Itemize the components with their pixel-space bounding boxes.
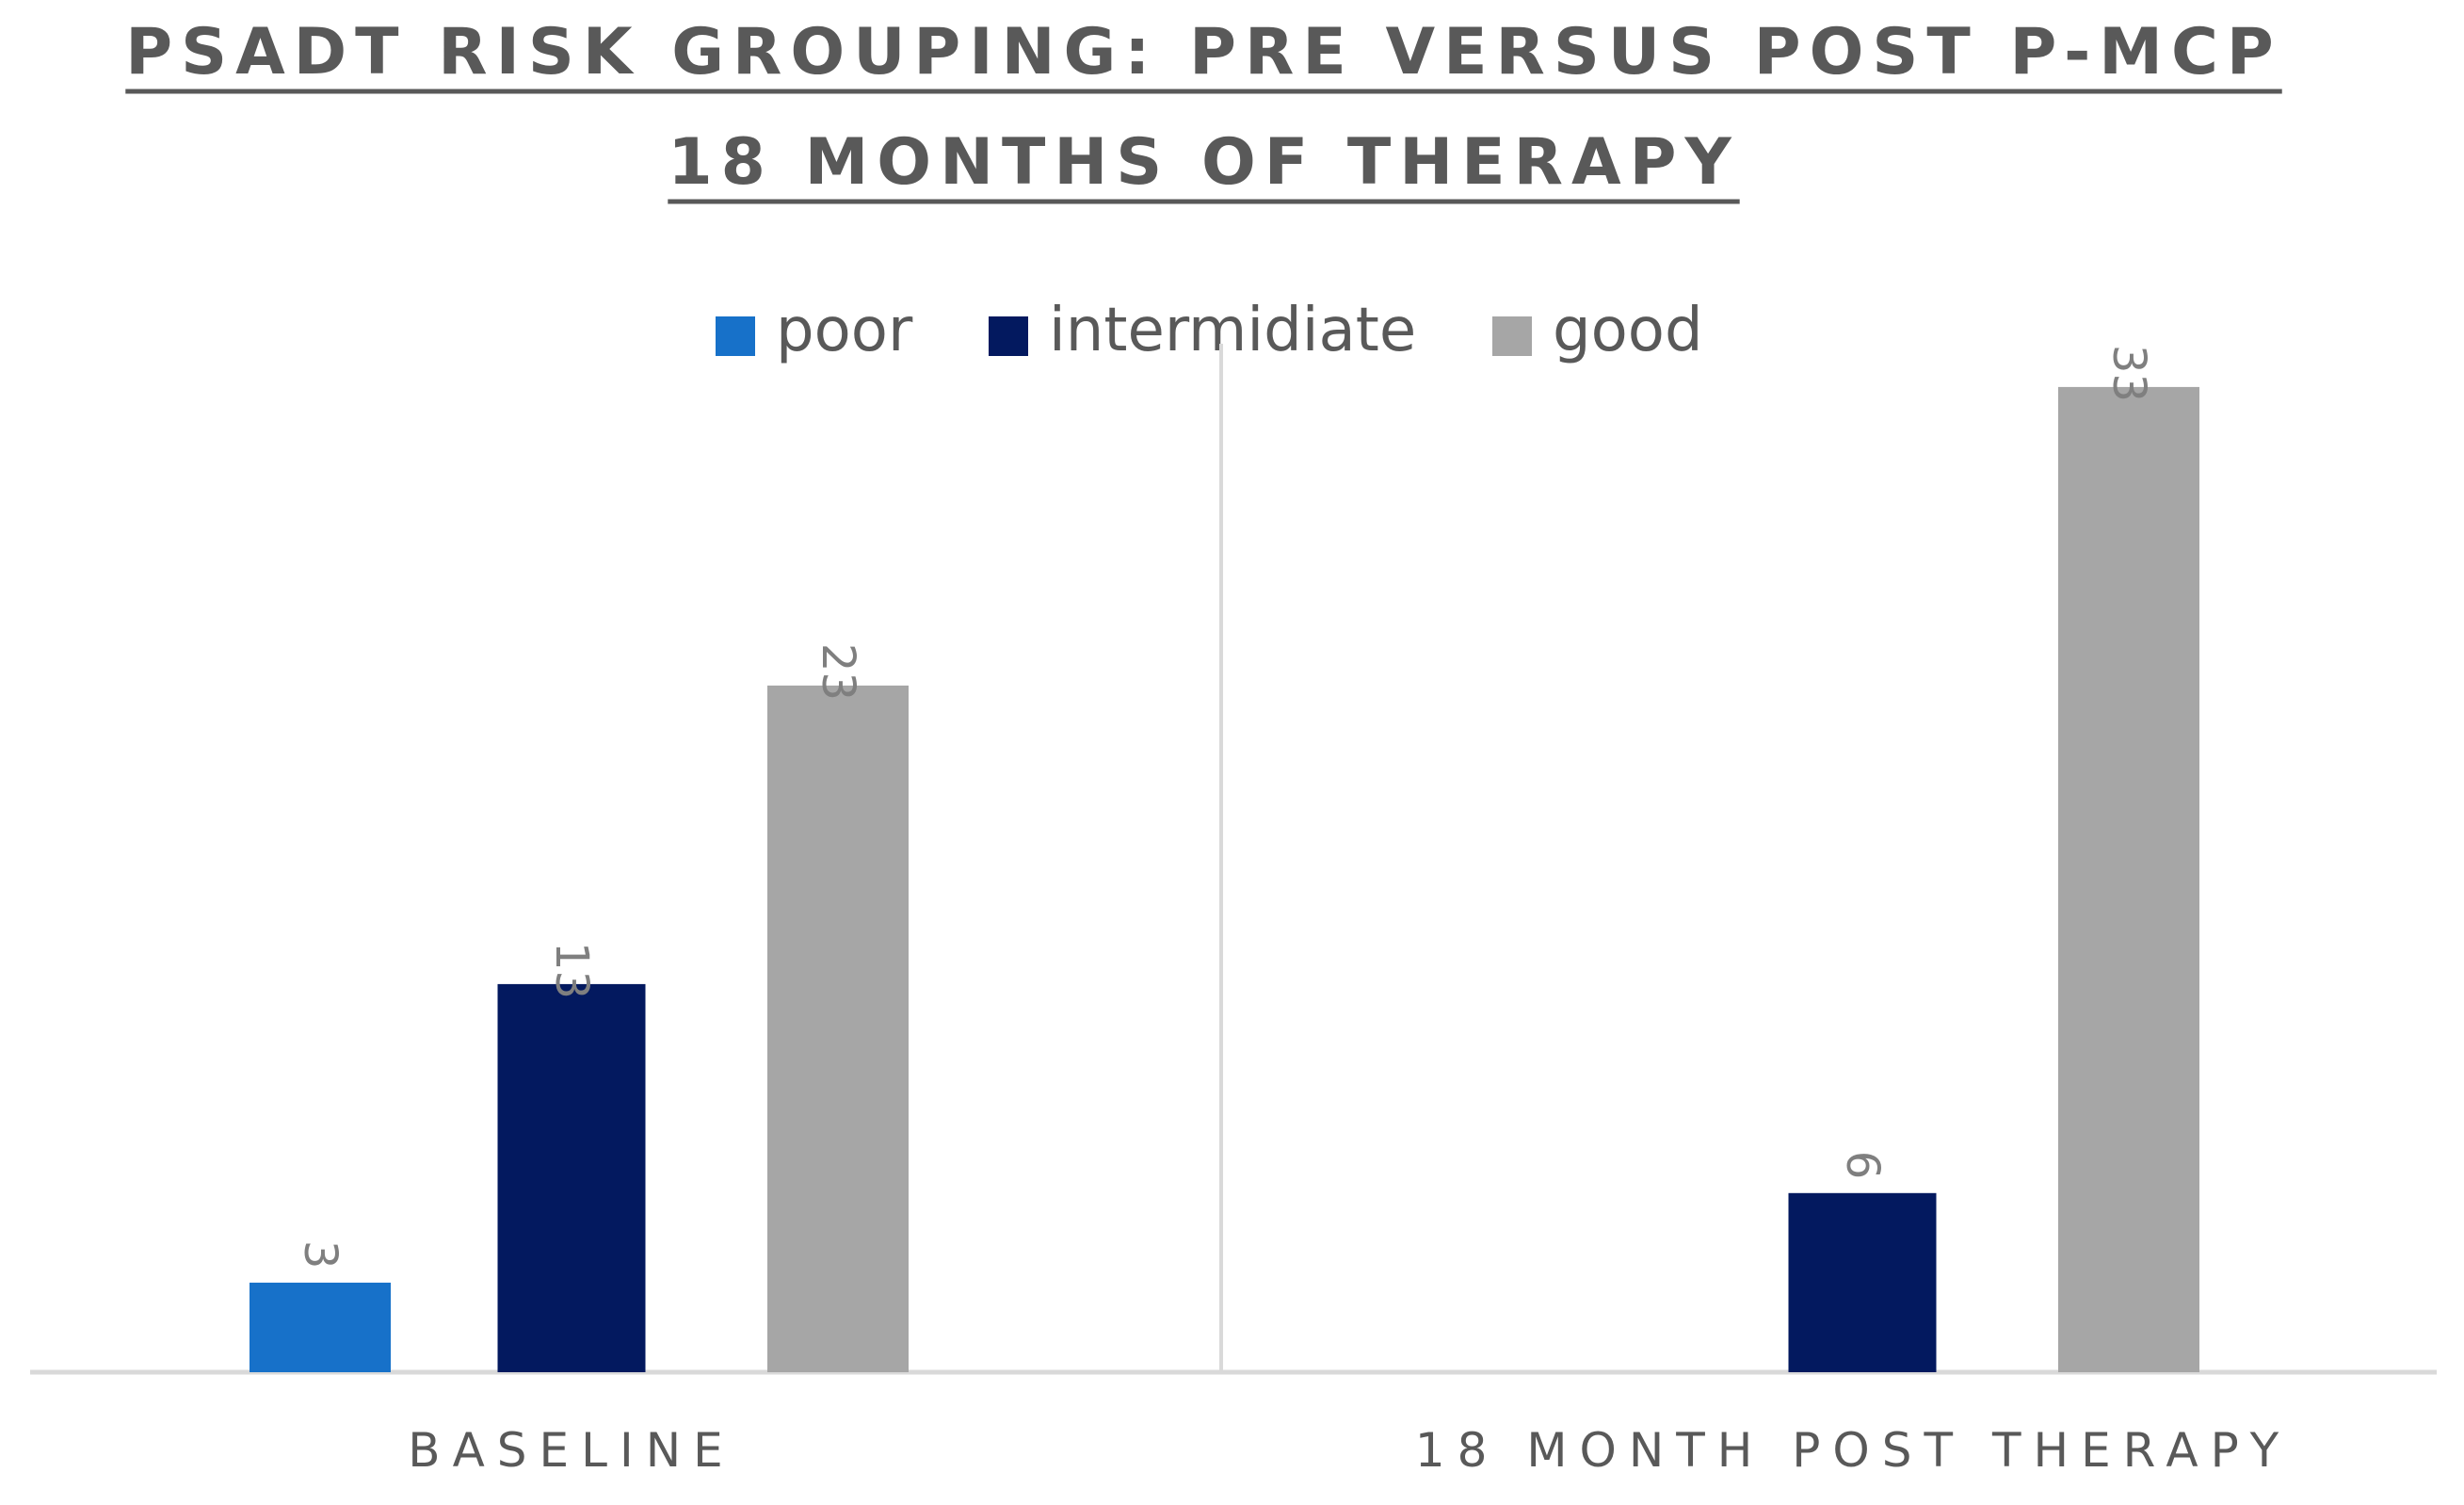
data-labels: 3 13 23 6 33: [294, 345, 2155, 1270]
legend-swatch-intermidiate: [989, 316, 1028, 356]
legend-label-good: good: [1553, 296, 1703, 365]
data-label-intermidiate-baseline: 13: [545, 942, 598, 999]
data-label-good-post-therapy: 33: [2102, 345, 2155, 402]
bar-intermidiate-post-therapy: [1788, 1192, 1937, 1372]
category-label-post-therapy: 18 MONTH POST THERAPY: [1415, 1423, 2291, 1478]
bar-poor-baseline: [250, 1282, 391, 1372]
plot-area: [30, 344, 2437, 1375]
chart-title-line: PSADT RISK GROUPING: PRE VERSUS POST P-M…: [125, 15, 2281, 89]
category-axis: BASELINE 18 MONTH POST THERAPY: [408, 1423, 2291, 1478]
data-label-intermidiate-post-therapy: 6: [1836, 1151, 1889, 1180]
data-label-poor-baseline: 3: [294, 1240, 346, 1270]
chart-title: PSADT RISK GROUPING: PRE VERSUS POST P-M…: [125, 15, 2282, 204]
legend-label-poor: poor: [776, 296, 913, 365]
legend-swatch-good: [1492, 316, 1532, 356]
legend-swatch-poor: [716, 316, 755, 356]
category-label-baseline: BASELINE: [408, 1423, 734, 1478]
bar-good-baseline: [767, 685, 909, 1372]
bar-intermidiate-baseline: [497, 983, 646, 1372]
chart-legend: poor intermidiate good: [716, 296, 1703, 365]
bar-good-post-therapy: [2058, 386, 2199, 1372]
chart-title-line: 18 MONTHS OF THERAPY: [668, 125, 1739, 200]
legend-label-intermidiate: intermidiate: [1049, 296, 1416, 365]
data-label-good-baseline: 23: [812, 643, 864, 701]
